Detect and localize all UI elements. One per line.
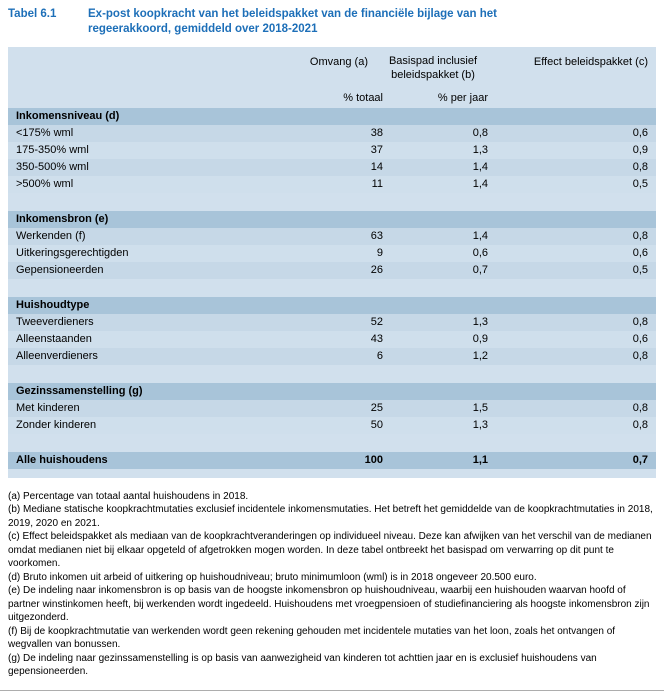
row-label: Werkenden (f) <box>16 230 86 243</box>
cell-omvang: 37 <box>370 144 383 157</box>
cell-effect: 0,8 <box>632 419 648 432</box>
cell-effect: 0,8 <box>632 316 648 329</box>
table-caption: Tabel 6.1 Ex-post koopkracht van het bel… <box>0 0 664 43</box>
cell-effect: 0,6 <box>632 333 648 346</box>
cell-basispad: 0,8 <box>472 127 488 140</box>
footnote-e: (e) De indeling naar inkomensbron is op … <box>8 585 650 624</box>
cell-basispad: 1,2 <box>472 350 488 363</box>
table-row: 350-500% wml 14 1,4 0,8 <box>8 158 656 176</box>
cell-effect: 0,8 <box>632 402 648 415</box>
table-row: Werkenden (f) 63 1,4 0,8 <box>8 227 656 245</box>
unit-omvang: % totaal <box>343 91 383 104</box>
cell-effect: 0,9 <box>632 144 648 157</box>
cell-basispad: 0,7 <box>472 264 488 277</box>
table-row: Alleenstaanden 43 0,9 0,6 <box>8 330 656 348</box>
table-total-row: Alle huishoudens 100 1,1 0,7 <box>8 451 656 469</box>
footnote-c: (c) Effect beleidspakket als mediaan van… <box>8 531 652 570</box>
cell-basispad: 1,3 <box>472 419 488 432</box>
section-header-inkomensbron: Inkomensbron (e) <box>8 210 656 228</box>
cell-omvang: 11 <box>371 178 383 191</box>
cell-basispad: 1,4 <box>472 230 488 243</box>
table-header-row: Omvang (a) Basispad inclusief beleidspak… <box>8 47 656 86</box>
table-row: Alleenverdieners 6 1,2 0,8 <box>8 347 656 365</box>
table-row: Zonder kinderen 50 1,3 0,8 <box>8 416 656 434</box>
data-table: Omvang (a) Basispad inclusief beleidspak… <box>8 47 656 478</box>
section-title: Huishoudtype <box>16 299 90 312</box>
header-basispad: Basispad inclusief beleidspakket (b) <box>388 55 478 82</box>
section-spacer <box>8 192 656 211</box>
table-title: Ex-post koopkracht van het beleidspakket… <box>88 8 498 36</box>
footnote-d: (d) Bruto inkomen uit arbeid of uitkerin… <box>8 571 537 583</box>
cell-effect: 0,6 <box>632 247 648 260</box>
table-row: Tweeverdieners 52 1,3 0,8 <box>8 313 656 331</box>
cell-effect: 0,7 <box>632 454 648 467</box>
cell-effect: 0,8 <box>632 350 648 363</box>
cell-omvang: 43 <box>370 333 383 346</box>
section-header-huishoudtype: Huishoudtype <box>8 296 656 314</box>
unit-basispad: % per jaar <box>437 91 488 104</box>
cell-omvang: 26 <box>370 264 383 277</box>
section-title: Gezinssamenstelling (g) <box>16 385 143 398</box>
table-unit-row: % totaal % per jaar <box>8 86 656 108</box>
footnote-g: (g) De indeling naar gezinssamenstelling… <box>8 652 597 678</box>
section-header-gezinssamenstelling: Gezinssamenstelling (g) <box>8 382 656 400</box>
cell-basispad: 0,9 <box>472 333 488 346</box>
cell-omvang: 50 <box>370 419 383 432</box>
table-row: Uitkeringsgerechtigden 9 0,6 0,6 <box>8 244 656 262</box>
table-number: Tabel 6.1 <box>8 8 57 20</box>
cell-basispad: 1,3 <box>472 144 488 157</box>
footnote-b: (b) Mediane statische koopkrachtmutaties… <box>8 504 653 529</box>
page-bottom-rule <box>0 690 664 691</box>
cell-effect: 0,5 <box>632 264 648 277</box>
cell-basispad: 1,5 <box>472 402 488 415</box>
cell-effect: 0,6 <box>632 127 648 140</box>
cell-omvang: 9 <box>376 247 383 260</box>
table-row: Met kinderen 25 1,5 0,8 <box>8 399 656 417</box>
row-label: Uitkeringsgerechtigden <box>16 247 129 260</box>
table-row: 175-350% wml 37 1,3 0,9 <box>8 141 656 159</box>
row-label: 175-350% wml <box>16 144 89 157</box>
cell-basispad: 1,4 <box>472 178 488 191</box>
table-row: Gepensioneerden 26 0,7 0,5 <box>8 261 656 279</box>
cell-effect: 0,8 <box>632 230 648 243</box>
row-label: Zonder kinderen <box>16 419 97 432</box>
cell-basispad: 1,3 <box>472 316 488 329</box>
cell-effect: 0,5 <box>632 178 648 191</box>
table-bottom-padding <box>8 468 656 478</box>
cell-omvang: 38 <box>370 127 383 140</box>
row-label: <175% wml <box>16 127 74 140</box>
table-row: <175% wml 38 0,8 0,6 <box>8 124 656 142</box>
section-title: Inkomensniveau (d) <box>16 110 120 123</box>
cell-omvang: 6 <box>376 350 383 363</box>
section-spacer <box>8 433 656 452</box>
footnote-f: (f) Bij de koopkrachtmutatie van werkend… <box>8 625 616 651</box>
row-label: Tweeverdieners <box>16 316 94 329</box>
section-spacer <box>8 364 656 383</box>
section-header-inkomensniveau: Inkomensniveau (d) <box>8 107 656 125</box>
cell-effect: 0,8 <box>632 161 648 174</box>
table-row: >500% wml 11 1,4 0,5 <box>8 175 656 193</box>
section-spacer <box>8 278 656 297</box>
cell-basispad: 0,6 <box>472 247 488 260</box>
cell-omvang: 52 <box>370 316 383 329</box>
cell-omvang: 63 <box>370 230 383 243</box>
cell-basispad: 1,4 <box>472 161 488 174</box>
row-label: Alle huishoudens <box>16 454 108 467</box>
cell-omvang: 25 <box>370 402 383 415</box>
row-label: Gepensioneerden <box>16 264 104 277</box>
row-label: Alleenstaanden <box>16 333 92 346</box>
row-label: Alleenverdieners <box>16 350 98 363</box>
header-effect: Effect beleidspakket (c) <box>533 56 648 69</box>
row-label: 350-500% wml <box>16 161 89 174</box>
cell-basispad: 1,1 <box>472 454 488 467</box>
section-title: Inkomensbron (e) <box>16 213 109 226</box>
footnote-a: (a) Percentage van totaal aantal huishou… <box>8 490 249 502</box>
row-label: Met kinderen <box>16 402 80 415</box>
cell-omvang: 14 <box>370 161 383 174</box>
row-label: >500% wml <box>16 178 74 191</box>
footnotes: (a) Percentage van totaal aantal huishou… <box>8 490 656 679</box>
cell-omvang: 100 <box>364 454 383 467</box>
header-omvang: Omvang (a) <box>309 56 368 69</box>
